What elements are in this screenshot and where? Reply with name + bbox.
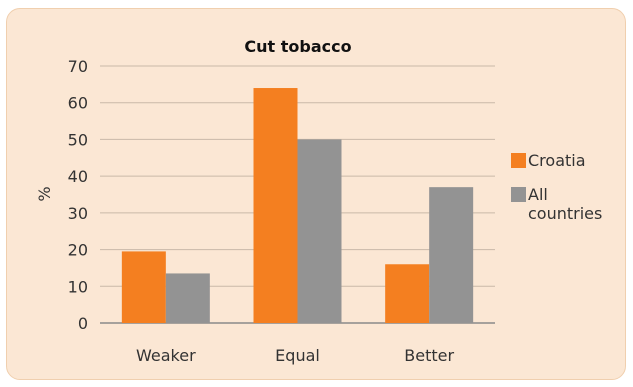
y-tick-labels: 0 10 20 30 40 50 60 70 [68, 57, 88, 333]
y-tick-40: 40 [68, 167, 88, 186]
legend-label-all-countries-line2: countries [528, 204, 602, 223]
bars [121, 88, 474, 324]
y-tick-20: 20 [68, 241, 88, 260]
bar-weaker-all-countries [165, 273, 210, 323]
legend-swatch-croatia [511, 153, 526, 168]
x-tick-equal: Equal [275, 346, 320, 365]
bar-better-all-countries [429, 187, 474, 323]
y-tick-0: 0 [78, 314, 88, 333]
y-axis-label: % [35, 186, 54, 201]
bar-better-croatia [385, 264, 430, 323]
x-tick-weaker: Weaker [136, 346, 196, 365]
legend-label-all-countries-line1: All [528, 185, 548, 204]
x-tick-better: Better [404, 346, 454, 365]
y-tick-50: 50 [68, 130, 88, 149]
y-tick-70: 70 [68, 57, 88, 76]
bar-equal-all-countries [297, 139, 342, 323]
chart-title: Cut tobacco [244, 37, 351, 56]
legend-swatch-all-countries [511, 187, 526, 202]
y-tick-60: 60 [68, 94, 88, 113]
bar-equal-croatia [253, 88, 298, 324]
y-tick-30: 30 [68, 204, 88, 223]
x-tick-labels: Weaker Equal Better [136, 346, 454, 365]
legend-label-croatia: Croatia [528, 151, 586, 170]
legend: Croatia All countries [511, 151, 602, 223]
bar-weaker-croatia [121, 251, 166, 323]
y-tick-10: 10 [68, 277, 88, 296]
